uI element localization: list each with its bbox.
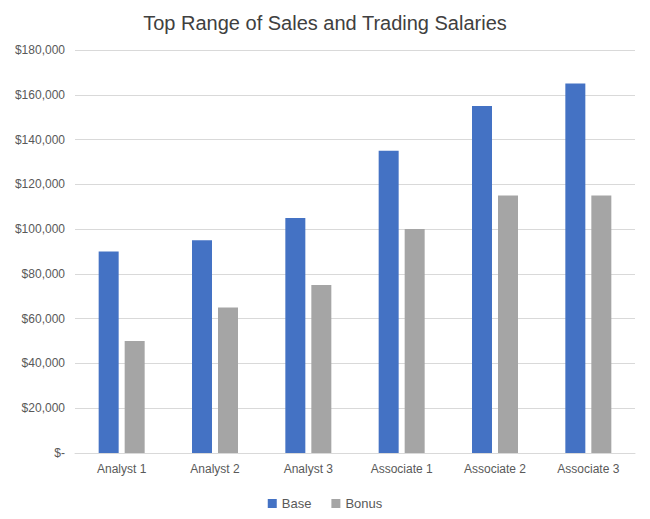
svg-text:Associate 2: Associate 2 <box>464 462 526 476</box>
svg-text:Analyst 1: Analyst 1 <box>97 462 147 476</box>
svg-text:$140,000: $140,000 <box>15 133 65 147</box>
svg-text:Top Range of Sales and Trading: Top Range of Sales and Trading Salaries <box>143 12 507 34</box>
svg-text:$120,000: $120,000 <box>15 177 65 191</box>
svg-text:$100,000: $100,000 <box>15 222 65 236</box>
svg-text:Associate 1: Associate 1 <box>371 462 433 476</box>
svg-text:Analyst 2: Analyst 2 <box>190 462 240 476</box>
svg-text:Base: Base <box>282 496 312 511</box>
svg-text:Analyst 3: Analyst 3 <box>284 462 334 476</box>
svg-text:$20,000: $20,000 <box>22 401 66 415</box>
svg-text:Associate 3: Associate 3 <box>557 462 619 476</box>
svg-text:Bonus: Bonus <box>345 496 382 511</box>
svg-text:$60,000: $60,000 <box>22 312 66 326</box>
svg-text:$160,000: $160,000 <box>15 88 65 102</box>
svg-text:$40,000: $40,000 <box>22 356 66 370</box>
svg-text:$-: $- <box>54 446 65 460</box>
svg-text:$180,000: $180,000 <box>15 43 65 57</box>
svg-text:$80,000: $80,000 <box>22 267 66 281</box>
